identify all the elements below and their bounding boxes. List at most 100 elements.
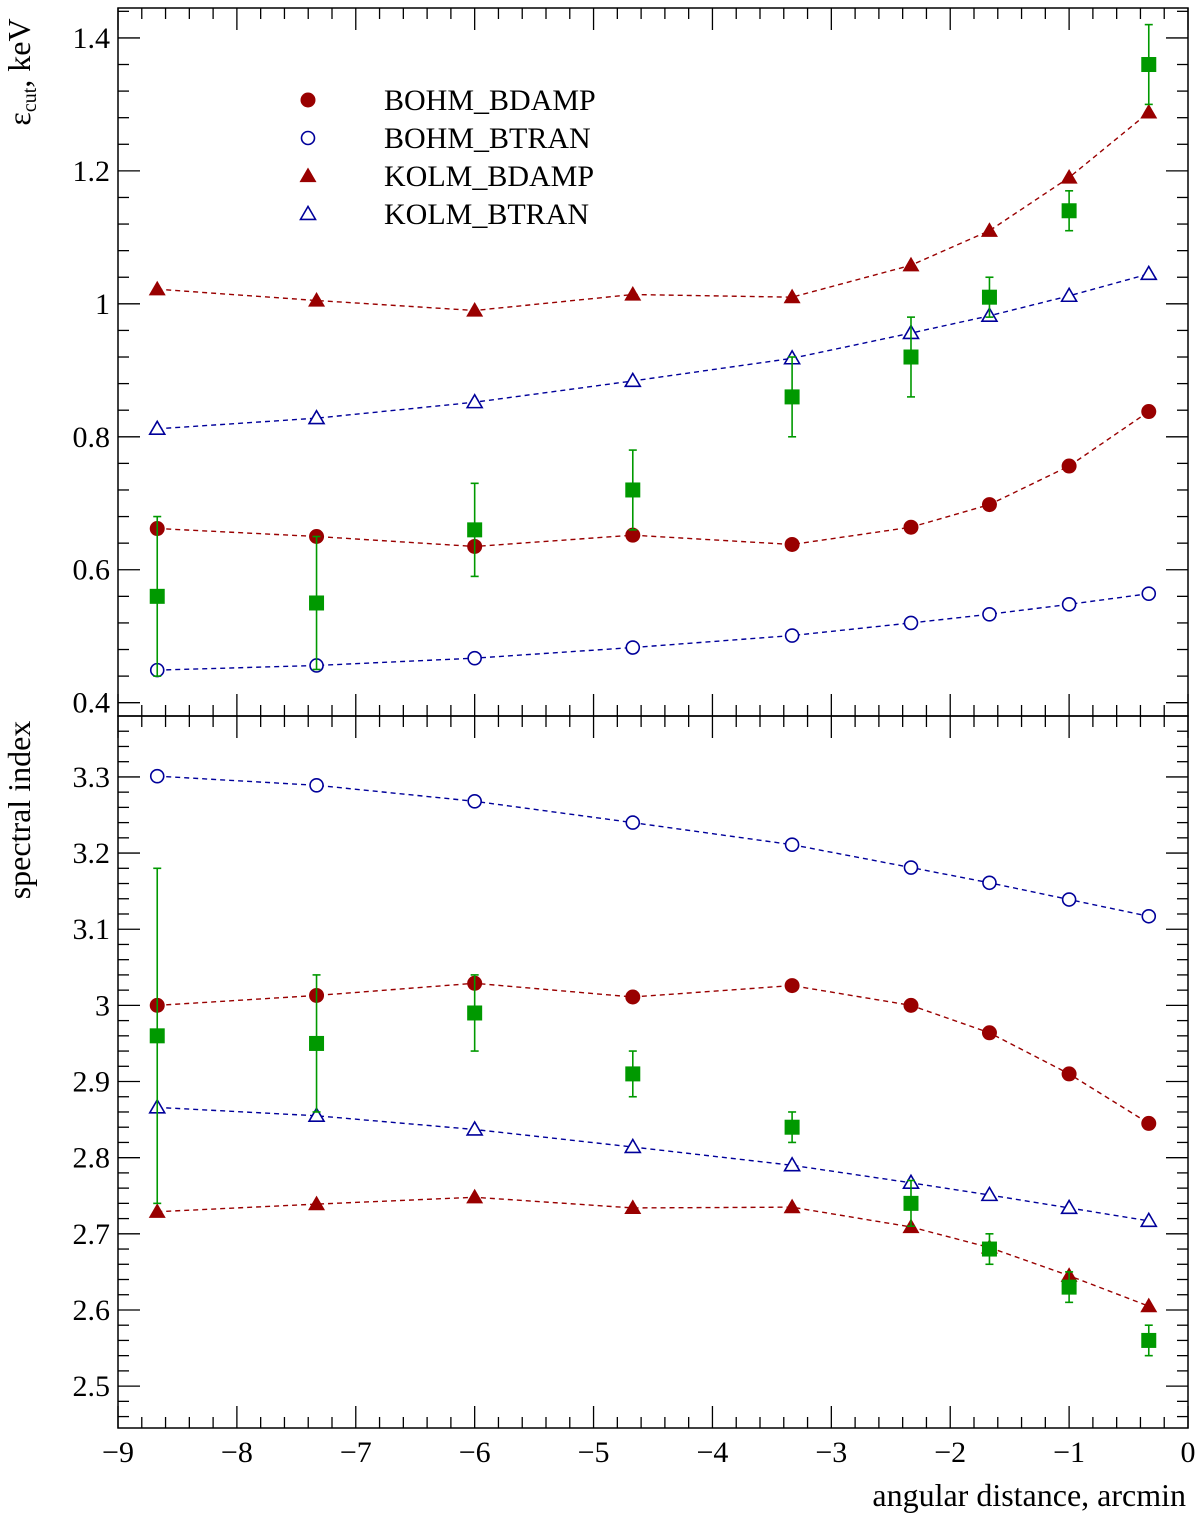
- top-point-kolm_btran: [623, 371, 642, 388]
- bottom-point-kolm_btran: [1139, 1211, 1158, 1228]
- x-axis: −9 −8 −7 −6 −5 −4 −3 −2 −1 0 angular distance, arc…: [102, 1436, 1195, 1513]
- top-line-kolm_bdamp: [157, 111, 1150, 312]
- y-axis-title-epsilon-cut: εcut, keV: [1, 18, 41, 125]
- top-point-observed: [149, 588, 165, 604]
- x-tick-label: −6: [459, 1436, 491, 1469]
- top-point-bohm_btran: [982, 606, 997, 622]
- legend-label-kolm_btran: KOLM_BTRAN: [384, 198, 589, 231]
- x-tick-label: −1: [1053, 1436, 1085, 1469]
- bottom-ytick-label: 3.2: [73, 837, 111, 870]
- top-point-bohm_bdamp: [981, 497, 997, 513]
- bottom-line-bohm_btran: [157, 775, 1149, 917]
- top-point-observed: [625, 482, 641, 498]
- top-point-kolm_btran: [307, 409, 326, 425]
- bottom-ytick-label: 2.8: [73, 1142, 111, 1175]
- top-point-kolm_bdamp: [980, 222, 998, 237]
- top-series-bohm_btran: [149, 586, 1157, 678]
- top-ytick-label: 0.4: [73, 687, 111, 720]
- bottom-point-bohm_btran: [784, 837, 800, 852]
- bottom-point-kolm_bdamp: [624, 1199, 642, 1215]
- x-tick-label: −7: [340, 1436, 372, 1469]
- bottom-point-kolm_bdamp: [1140, 1297, 1158, 1313]
- top-ytick-label: 0.6: [73, 554, 111, 587]
- bottom-ytick-label: 2.6: [73, 1294, 111, 1327]
- top-frame: [117, 7, 1189, 717]
- bottom-point-bohm_btran: [625, 815, 641, 830]
- legend: BOHM_BDAMP BOHM_BTRAN KOLM_BDAMP KOLM_BTRAN: [299, 84, 596, 231]
- top-series-kolm_bdamp: [148, 103, 1158, 317]
- bottom-point-bohm_bdamp: [981, 1025, 997, 1041]
- top-point-bohm_btran: [1061, 597, 1077, 612]
- bottom-point-kolm_btran: [623, 1137, 642, 1154]
- top-point-bohm_btran: [467, 650, 482, 666]
- bottom-series-bohm_bdamp: [149, 975, 1157, 1131]
- top-ytick-label: 1: [95, 288, 110, 321]
- top-point-bohm_bdamp: [1061, 458, 1077, 474]
- top-point-observed: [309, 595, 325, 611]
- legend-label-bohm_bdamp: BOHM_BDAMP: [384, 84, 596, 117]
- top-series-bohm_bdamp: [149, 404, 1157, 554]
- x-tick-label: −9: [102, 1436, 134, 1469]
- legend-entry-bohm_bdamp: BOHM_BDAMP: [300, 84, 596, 117]
- bottom-line-kolm_bdamp: [157, 1196, 1150, 1307]
- top-point-kolm_bdamp: [1060, 169, 1078, 184]
- top-point-bohm_bdamp: [903, 519, 919, 535]
- bottom-point-bohm_bdamp: [903, 997, 919, 1013]
- top-point-bohm_btran: [784, 628, 800, 643]
- bottom-series-kolm_btran: [148, 1098, 1158, 1228]
- top-point-bohm_bdamp: [784, 536, 800, 552]
- bottom-point-observed: [903, 1195, 919, 1211]
- top-point-bohm_btran: [903, 615, 919, 631]
- bottom-point-kolm_btran: [783, 1156, 801, 1172]
- top-point-kolm_bdamp: [624, 286, 642, 301]
- bottom-ytick-label: 3.1: [73, 913, 111, 946]
- top-line-bohm_bdamp: [157, 410, 1150, 548]
- x-tick-label: 0: [1181, 1436, 1196, 1469]
- plot-frames: [117, 7, 1189, 1429]
- top-point-kolm_btran: [1060, 286, 1079, 303]
- y-axis-title-spectral-index: spectral index: [1, 721, 37, 900]
- bottom-frame: [117, 715, 1189, 1429]
- bottom-point-observed: [309, 1035, 325, 1051]
- top-point-kolm_bdamp: [1140, 103, 1158, 119]
- top-point-bohm_bdamp: [625, 527, 641, 543]
- bottom-point-bohm_btran: [903, 860, 919, 875]
- bottom-point-bohm_btran: [1061, 892, 1077, 907]
- top-point-kolm_btran: [465, 393, 484, 409]
- top-series-observed: [149, 23, 1157, 677]
- legend-entry-kolm_bdamp: KOLM_BDAMP: [299, 160, 594, 193]
- legend-entry-bohm_btran: BOHM_BTRAN: [300, 122, 591, 155]
- bottom-ytick-label: 2.9: [73, 1066, 111, 1099]
- bottom-point-observed: [467, 1005, 483, 1021]
- bottom-point-bohm_bdamp: [625, 989, 641, 1005]
- top-point-observed: [784, 389, 800, 405]
- top-point-kolm_bdamp: [308, 292, 326, 307]
- top-ytick-label: 1.2: [73, 155, 111, 188]
- top-point-observed: [903, 349, 919, 365]
- bottom-ytick-label: 3: [95, 989, 110, 1022]
- top-point-observed: [981, 289, 997, 305]
- bottom-point-observed: [981, 1241, 997, 1257]
- legend-marker-bohm_bdamp: [300, 92, 316, 108]
- bottom-ytick-label: 3.3: [73, 761, 111, 794]
- x-tick-label: −3: [815, 1436, 847, 1469]
- top-point-bohm_btran: [625, 640, 641, 655]
- top-line-bohm_btran: [157, 592, 1149, 671]
- bottom-point-observed: [1141, 1332, 1157, 1348]
- bottom-point-bohm_bdamp: [1061, 1066, 1077, 1082]
- bottom-point-kolm_bdamp: [148, 1203, 166, 1218]
- bottom-point-bohm_btran: [309, 777, 324, 793]
- top-series-kolm_btran: [148, 264, 1158, 436]
- x-tick-label: −5: [578, 1436, 610, 1469]
- bottom-point-kolm_btran: [465, 1120, 484, 1136]
- panel-spectral-index: 2.5 2.6 2.7 2.8 2.9 3 3.1 3.2 3.3 spectral index: [1, 716, 1189, 1428]
- bottom-point-bohm_btran: [982, 875, 997, 891]
- bottom-point-observed: [784, 1119, 800, 1135]
- bottom-point-observed: [1061, 1279, 1077, 1295]
- top-point-kolm_bdamp: [466, 301, 484, 317]
- x-axis-title: angular distance, arcmin: [872, 1477, 1186, 1513]
- y-axis-title-subscript: cut: [19, 87, 41, 112]
- x-tick-label: −8: [221, 1436, 253, 1469]
- top-point-kolm_btran: [148, 419, 167, 436]
